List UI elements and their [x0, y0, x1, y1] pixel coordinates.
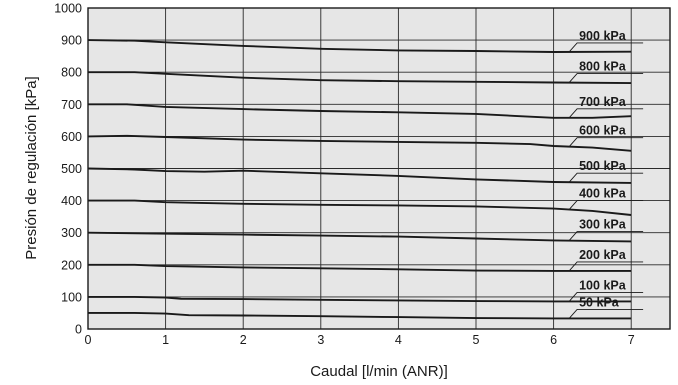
- y-tick-label: 500: [61, 162, 82, 176]
- series-label: 100 kPa: [579, 278, 627, 292]
- series-label-leader: [568, 200, 644, 210]
- series-label: 700 kPa: [579, 95, 627, 109]
- series-label: 900 kPa: [579, 29, 627, 43]
- series-label-leader: [568, 231, 644, 241]
- x-tick-label: 2: [240, 333, 247, 347]
- series-label: 50 kPa: [579, 295, 620, 309]
- series-label-leader: [568, 42, 644, 53]
- y-axis-title: Presión de regulación [kPa]: [23, 76, 40, 259]
- y-tick-labels: 0 100 200 300 400 500 600 700 800 900 1000: [54, 2, 82, 337]
- series-line: [88, 311, 632, 320]
- y-tick-label: 100: [61, 290, 82, 304]
- series-label: 600 kPa: [579, 124, 627, 138]
- plot-frame: [87, 7, 671, 330]
- series-label: 400 kPa: [579, 187, 627, 201]
- series-label-leader: [568, 291, 644, 302]
- series-line: [88, 263, 632, 272]
- series-line: [88, 199, 632, 216]
- series-label: 500 kPa: [579, 159, 627, 173]
- series-label-leader: [568, 73, 644, 83]
- y-tick-label: 1000: [54, 2, 82, 16]
- y-tick-label: 400: [61, 194, 82, 208]
- series-label-leader: [568, 261, 644, 272]
- grid-lines: [88, 8, 670, 329]
- x-axis-title: Caudal [l/min (ANR)]: [310, 363, 448, 380]
- series-label-leader: [568, 308, 644, 319]
- series-line: [88, 295, 632, 303]
- series-line: [87, 231, 632, 243]
- y-tick-label: 600: [61, 130, 82, 144]
- y-tick-label: 200: [61, 258, 82, 272]
- series-line: [87, 39, 632, 53]
- y-tick-label: 300: [61, 226, 82, 240]
- series-label-leader: [568, 172, 644, 183]
- series-label: 300 kPa: [579, 218, 627, 232]
- series-lines: [87, 39, 632, 320]
- y-tick-label: 800: [61, 66, 82, 80]
- x-tick-label: 1: [162, 333, 169, 347]
- x-tick-labels: 0 1 2 3 4 5 6 7: [85, 333, 635, 347]
- y-tick-label: 900: [61, 34, 82, 48]
- x-tick-label: 5: [473, 333, 480, 347]
- x-tick-label: 6: [550, 333, 557, 347]
- x-tick-label: 7: [628, 333, 635, 347]
- x-tick-label: 0: [85, 333, 92, 347]
- series-line: [88, 103, 632, 119]
- series-labels: 900 kPa 800 kPa 700 kPa 600 kPa 500 kPa 400 k…: [579, 29, 627, 309]
- label-leaders: [568, 42, 644, 319]
- series-line: [87, 134, 632, 152]
- y-tick-label: 0: [75, 323, 82, 337]
- series-label-leader: [568, 137, 644, 147]
- series-label-leader: [568, 108, 644, 119]
- series-line: [88, 71, 632, 85]
- series-label: 200 kPa: [579, 248, 627, 262]
- y-tick-label: 700: [61, 98, 82, 112]
- x-tick-label: 3: [317, 333, 324, 347]
- series-label: 800 kPa: [579, 60, 627, 74]
- x-tick-label: 4: [395, 333, 402, 347]
- series-line: [87, 167, 632, 184]
